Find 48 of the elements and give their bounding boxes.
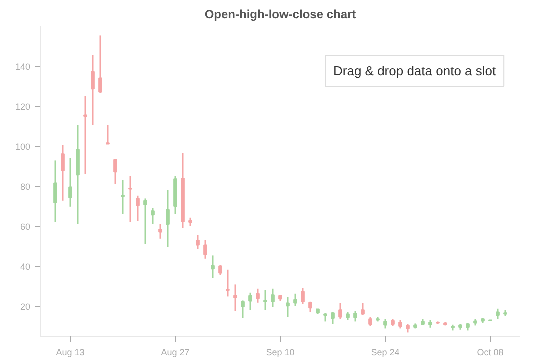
candlestick bbox=[98, 34, 102, 94]
candlestick bbox=[256, 288, 260, 304]
candlestick bbox=[384, 318, 388, 330]
candlestick bbox=[68, 158, 72, 208]
candlestick bbox=[241, 300, 245, 320]
y-tick-label: 20 bbox=[20, 302, 31, 312]
candlestick bbox=[264, 290, 268, 311]
y-tick-label: 100 bbox=[15, 142, 31, 152]
candlestick bbox=[158, 224, 162, 240]
candlestick bbox=[301, 288, 305, 305]
candlestick bbox=[211, 254, 215, 279]
candlestick bbox=[91, 54, 95, 126]
x-tick-label: Sep 24 bbox=[371, 348, 400, 358]
candlestick bbox=[248, 292, 252, 311]
candlestick bbox=[204, 240, 208, 260]
x-tick-label: Oct 08 bbox=[477, 348, 504, 358]
annotation: Drag & drop data onto a slot bbox=[334, 64, 496, 78]
candlestick bbox=[151, 208, 155, 225]
candlestick bbox=[121, 180, 125, 216]
candlestick bbox=[226, 269, 230, 298]
x-tick-label: Sep 10 bbox=[266, 348, 295, 358]
candlestick bbox=[354, 310, 358, 322]
y-tick-label: 80 bbox=[20, 182, 31, 192]
x-tick-label: Aug 27 bbox=[161, 348, 190, 358]
candlestick bbox=[218, 264, 222, 276]
candlestick bbox=[166, 190, 170, 248]
candlestick bbox=[331, 312, 335, 326]
candlestick bbox=[106, 124, 110, 146]
candlestick bbox=[114, 159, 118, 186]
x-tick-label: Aug 13 bbox=[56, 348, 85, 358]
candlestick bbox=[144, 198, 148, 246]
y-tick-label: 40 bbox=[20, 262, 31, 272]
candlestick bbox=[286, 296, 290, 318]
candlestick bbox=[128, 176, 132, 224]
candlestick bbox=[271, 288, 275, 308]
y-tick-label: 60 bbox=[20, 222, 31, 232]
candlestick bbox=[61, 144, 65, 202]
candlestick bbox=[84, 96, 88, 176]
candlestick bbox=[136, 195, 140, 222]
candlestick bbox=[234, 284, 238, 312]
candlestick bbox=[54, 160, 58, 223]
candlestick bbox=[294, 293, 298, 307]
candlestick bbox=[496, 308, 500, 320]
chart-title: Open-high-low-close chart bbox=[204, 8, 356, 22]
y-tick-label: 140 bbox=[15, 62, 31, 72]
candlestick bbox=[196, 234, 200, 250]
y-tick-label: 120 bbox=[15, 102, 31, 112]
candlestick bbox=[338, 302, 342, 320]
